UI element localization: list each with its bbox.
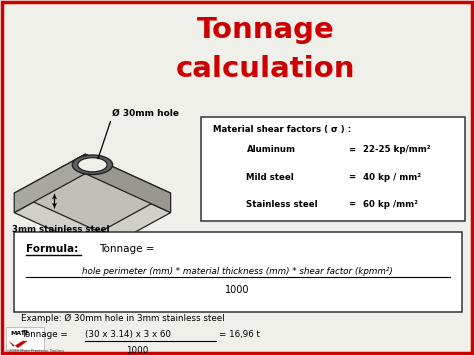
Text: 22-25 kp/mm²: 22-25 kp/mm² <box>363 146 430 154</box>
Text: Stainless steel: Stainless steel <box>246 200 318 209</box>
Text: 40 kp / mm²: 40 kp / mm² <box>363 173 421 182</box>
Text: =: = <box>348 200 356 209</box>
Text: (30 x 3.14) x 3 x 60: (30 x 3.14) x 3 x 60 <box>85 330 171 339</box>
Text: Tonnage =: Tonnage = <box>100 244 155 254</box>
Text: = 16,96 t: = 16,96 t <box>219 330 260 339</box>
Ellipse shape <box>78 158 107 172</box>
Text: 3mm stainless steel: 3mm stainless steel <box>12 225 109 234</box>
Text: =: = <box>348 173 356 182</box>
Ellipse shape <box>72 155 113 175</box>
Polygon shape <box>14 154 85 213</box>
FancyBboxPatch shape <box>201 117 465 222</box>
Text: MATE: MATE <box>10 331 29 336</box>
Text: Tonnage: Tonnage <box>197 16 334 44</box>
Text: ©2008 Mate Precision Tooling: ©2008 Mate Precision Tooling <box>5 349 64 353</box>
Text: hole perimeter (mm) * material thickness (mm) * shear factor (kpmm²): hole perimeter (mm) * material thickness… <box>82 267 392 275</box>
Text: Aluminum: Aluminum <box>246 146 295 154</box>
Polygon shape <box>14 154 171 232</box>
FancyBboxPatch shape <box>14 232 462 312</box>
Text: calculation: calculation <box>176 55 355 83</box>
Text: Material shear factors ( σ ) :: Material shear factors ( σ ) : <box>213 125 351 134</box>
Polygon shape <box>14 174 171 252</box>
Text: Formula:: Formula: <box>26 244 78 254</box>
Polygon shape <box>9 341 27 348</box>
FancyBboxPatch shape <box>6 327 44 350</box>
Text: Ø 30mm hole: Ø 30mm hole <box>112 109 179 118</box>
Text: Example: Ø 30mm hole in 3mm stainless steel: Example: Ø 30mm hole in 3mm stainless st… <box>21 314 225 323</box>
Text: =: = <box>348 146 356 154</box>
Text: 1000: 1000 <box>126 346 148 355</box>
Text: Tonnage =: Tonnage = <box>21 330 71 339</box>
Text: 60 kp /mm²: 60 kp /mm² <box>363 200 418 209</box>
Polygon shape <box>85 154 171 213</box>
Text: Mild steel: Mild steel <box>246 173 294 182</box>
Text: 1000: 1000 <box>225 284 249 295</box>
